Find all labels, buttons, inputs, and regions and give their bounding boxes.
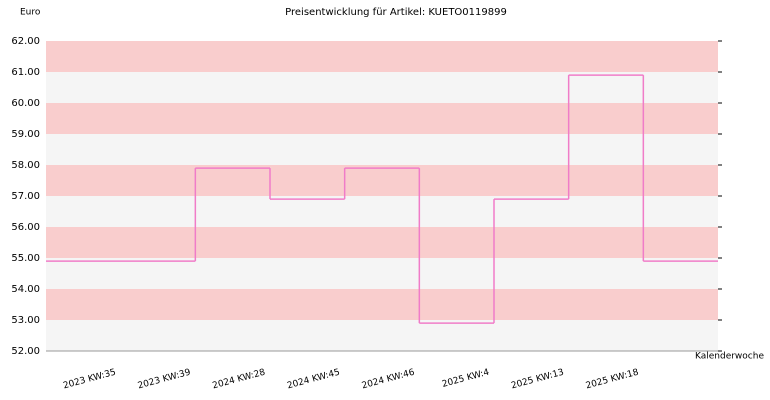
y-tick-label: 52.00 xyxy=(11,346,40,357)
band xyxy=(46,196,718,227)
band xyxy=(46,103,718,134)
y-axis-label: Euro xyxy=(20,8,41,18)
y-tick-label: 57.00 xyxy=(11,191,40,202)
band xyxy=(46,320,718,351)
x-tick-label: 2025 KW:18 xyxy=(585,368,640,392)
chart-title: Preisentwicklung für Artikel: KUETO01198… xyxy=(285,7,507,18)
band xyxy=(46,289,718,320)
y-tick-label: 61.00 xyxy=(11,67,40,78)
x-tick-label: 2025 KW:4 xyxy=(441,368,491,390)
y-tick-label: 62.00 xyxy=(11,36,40,47)
y-tick-label: 55.00 xyxy=(11,253,40,264)
x-tick-label: 2024 KW:46 xyxy=(361,368,416,392)
band xyxy=(46,258,718,289)
x-tick-label: 2024 KW:45 xyxy=(286,368,341,392)
x-tick-label: 2025 KW:13 xyxy=(510,368,565,392)
band xyxy=(46,227,718,258)
band xyxy=(46,72,718,103)
band xyxy=(46,41,718,72)
x-tick-label: 2023 KW:35 xyxy=(62,368,117,392)
x-axis-label: Kalenderwoche xyxy=(695,352,764,362)
y-tick-label: 58.00 xyxy=(11,160,40,171)
y-tick-label: 59.00 xyxy=(11,129,40,140)
y-tick-label: 56.00 xyxy=(11,222,40,233)
band xyxy=(46,165,718,196)
y-tick-label: 54.00 xyxy=(11,284,40,295)
y-tick-label: 60.00 xyxy=(11,98,40,109)
band xyxy=(46,134,718,165)
y-tick-label: 53.00 xyxy=(11,315,40,326)
x-tick-label: 2024 KW:28 xyxy=(211,368,266,392)
x-tick-label: 2023 KW:39 xyxy=(137,368,192,392)
